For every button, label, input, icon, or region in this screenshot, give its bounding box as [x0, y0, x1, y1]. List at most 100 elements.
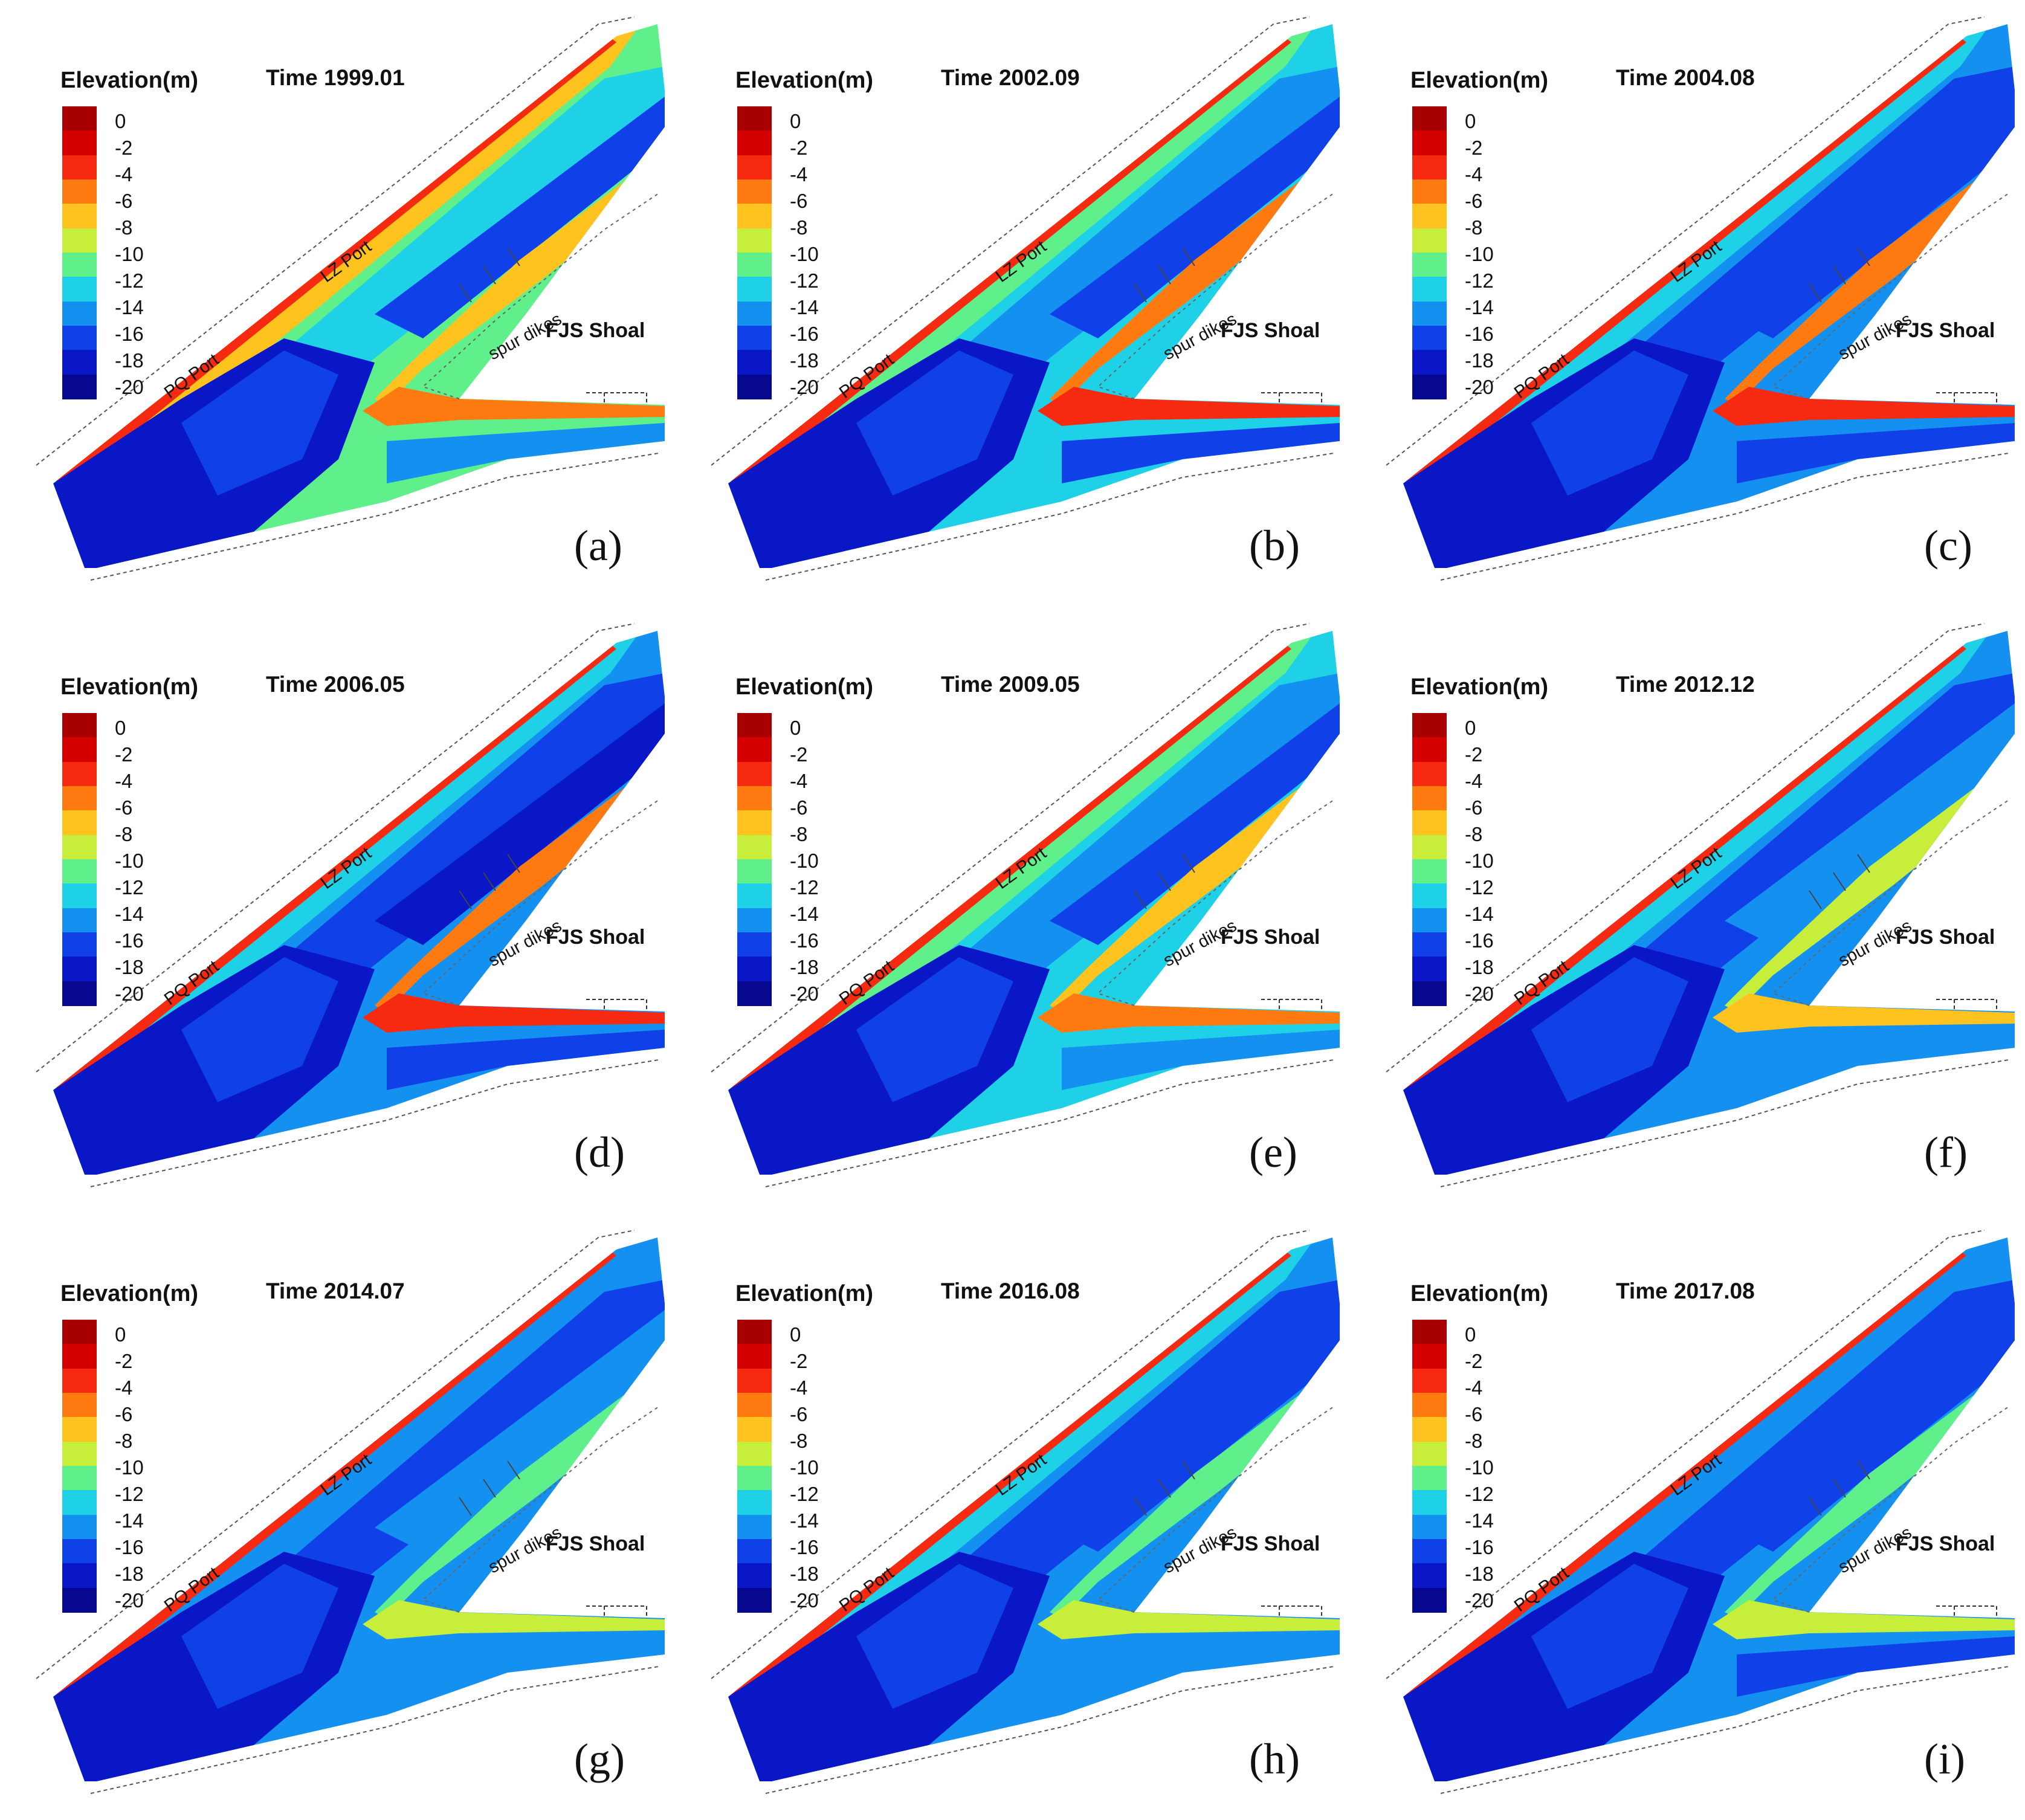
- shoal-ridge: [375, 758, 665, 1012]
- colorbar-tick-label: -8: [790, 1430, 808, 1452]
- colorbar-tick-label: -4: [1465, 1376, 1483, 1399]
- colorbar-swatch: [1412, 106, 1447, 132]
- colorbar-swatch: [62, 1320, 97, 1345]
- legend-title: Elevation(m): [60, 674, 199, 700]
- colorbar-swatch: [62, 155, 97, 180]
- colorbar-swatch: [1412, 932, 1447, 958]
- colorbar-tick-label: -4: [1465, 770, 1483, 792]
- colorbar-tick-label: -18: [790, 349, 819, 372]
- colorbar-swatch: [62, 908, 97, 933]
- colorbar-tick-label: -14: [790, 296, 819, 318]
- colorbar-tick-label: -16: [790, 929, 819, 952]
- fjs-shoal-label: FJS Shoal: [1896, 1532, 1995, 1555]
- colorbar-swatch: [1412, 883, 1447, 909]
- map-panel: Elevation(m) Time 1999.01 0 -2 -4 -6 -8 -10 -12 -…: [0, 0, 675, 607]
- colorbar-tick-label: 0: [115, 717, 126, 739]
- legend-title: Elevation(m): [735, 674, 874, 700]
- bathymetry-map: [711, 623, 1340, 1187]
- shoal-outline: [1772, 799, 2009, 1006]
- colorbar-tick-label: -14: [790, 1509, 819, 1532]
- shoal-tail: [1038, 387, 1340, 426]
- colorbar-tick-label: -20: [1465, 983, 1494, 1005]
- map-panel: Elevation(m) Time 2012.12 0 -2 -4 -6 -8 -10 -12 -…: [1350, 607, 2025, 1213]
- colorbar-tick-label: -6: [790, 796, 808, 819]
- colorbar-swatch: [62, 277, 97, 302]
- colorbar: [737, 713, 772, 1006]
- time-label: Time 1999.01: [266, 65, 405, 90]
- panel-tag: (b): [1249, 521, 1300, 570]
- colorbar-swatch: [62, 981, 97, 1006]
- shoal-tail: [363, 387, 665, 426]
- colorbar-tick-label: -10: [115, 1456, 144, 1479]
- legend-title: Elevation(m): [735, 68, 874, 93]
- colorbar-tick-label: -2: [115, 1350, 133, 1372]
- shoal-tail: [1713, 993, 2015, 1033]
- colorbar-swatch: [62, 859, 97, 885]
- south-branch: [1062, 1636, 1340, 1697]
- colorbar-swatch: [737, 374, 772, 399]
- shoal-outline: [1097, 799, 1334, 1006]
- deep-channel-core: [181, 350, 338, 495]
- shoal-ridge: [1725, 151, 2015, 405]
- colorbar-tick-label: -14: [1465, 296, 1494, 318]
- colorbar-swatch: [62, 1490, 97, 1515]
- north-shoreline: [36, 623, 635, 1073]
- north-shoreline: [1386, 16, 1985, 466]
- colorbar-swatch: [1412, 737, 1447, 763]
- colorbar-tick-label: 0: [115, 110, 126, 132]
- shoal-outline: [422, 799, 659, 1006]
- bathymetry-map: [711, 16, 1340, 581]
- colorbar-tick-label: -4: [790, 770, 808, 792]
- colorbar-tick-label: -4: [790, 1376, 808, 1399]
- panel-tag: (c): [1924, 521, 1972, 570]
- colorbar-swatch: [737, 277, 772, 302]
- colorbar-swatch: [1412, 155, 1447, 180]
- colorbar-swatch: [737, 301, 772, 326]
- shoal-structure: [586, 1605, 647, 1617]
- colorbar-tick-label: 0: [1465, 1323, 1476, 1346]
- secondary-channel: [1725, 703, 2015, 945]
- colorbar-swatch: [1412, 1320, 1447, 1345]
- shoal-tail: [363, 1600, 665, 1639]
- north-shoreline: [36, 16, 635, 466]
- colorbar-tick-label: -20: [1465, 376, 1494, 398]
- spur-dike-lines: [1809, 247, 1870, 303]
- south-shoreline: [1440, 453, 2009, 581]
- colorbar-swatch: [1412, 1539, 1447, 1564]
- colorbar-swatch: [1412, 908, 1447, 933]
- shoal-ridge: [1050, 151, 1340, 405]
- spur-dike-lines: [1134, 247, 1195, 303]
- colorbar-swatch: [62, 106, 97, 132]
- secondary-channel: [1050, 703, 1340, 945]
- colorbar-tick-label: -4: [1465, 163, 1483, 186]
- colorbar-swatch: [737, 786, 772, 812]
- colorbar-tick-label: -10: [1465, 1456, 1494, 1479]
- colorbar-tick-label: -6: [790, 1403, 808, 1425]
- colorbar-tick-label: -18: [1465, 956, 1494, 978]
- colorbar-swatch: [1412, 810, 1447, 836]
- north-shoreline: [711, 16, 1310, 466]
- shoal-ridge: [1050, 758, 1340, 1012]
- colorbar-swatch: [1412, 374, 1447, 399]
- colorbar-tick-label: -18: [115, 349, 144, 372]
- colorbar-swatch: [737, 859, 772, 885]
- colorbar-swatch: [62, 1441, 97, 1467]
- colorbar-tick-label: -16: [790, 323, 819, 345]
- legend-title: Elevation(m): [60, 1281, 199, 1306]
- colorbar-swatch: [1412, 761, 1447, 787]
- bathymetry-map: [1386, 623, 2015, 1187]
- colorbar-swatch: [737, 1563, 772, 1589]
- shoal-ridge: [1050, 1364, 1340, 1618]
- colorbar-swatch: [737, 908, 772, 933]
- deep-channel-core: [181, 957, 338, 1102]
- colorbar-tick-label: -16: [1465, 929, 1494, 952]
- panel-tag: (g): [574, 1735, 625, 1783]
- colorbar-tick-label: -10: [790, 243, 819, 265]
- south-shoreline: [90, 453, 659, 581]
- colorbar-tick-label: -4: [790, 163, 808, 186]
- south-shoreline: [1440, 1059, 2009, 1187]
- colorbar-tick-label: -2: [1465, 137, 1483, 159]
- colorbar-swatch: [1412, 326, 1447, 351]
- colorbar-swatch: [62, 326, 97, 351]
- map-panel: Elevation(m) Time 2006.05 0 -2 -4 -6 -8 -10 -12 -…: [0, 607, 675, 1213]
